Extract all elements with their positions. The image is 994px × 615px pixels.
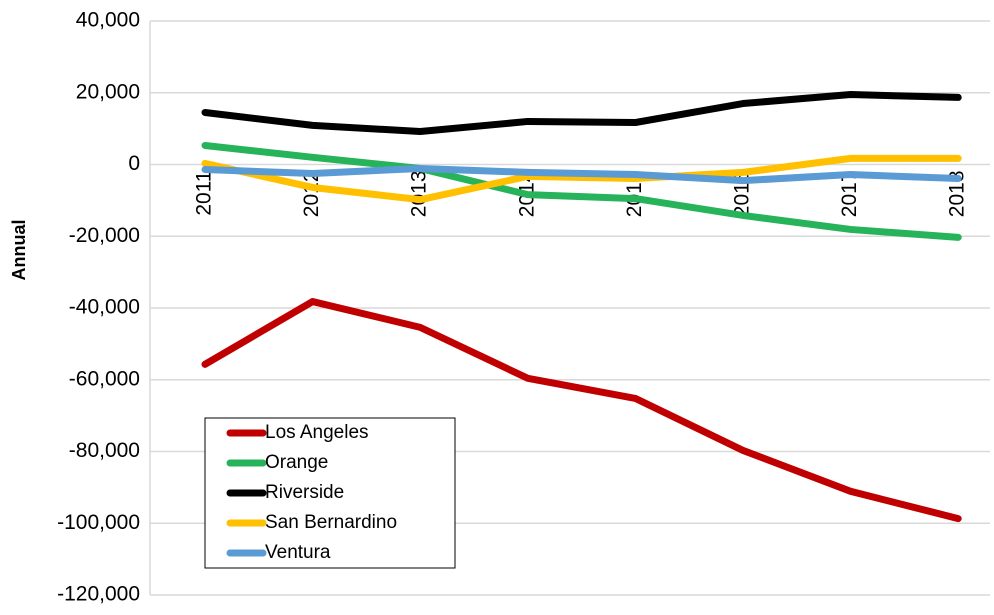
- series-line: [201, 164, 962, 185]
- y-tick-label: -100,000: [57, 511, 140, 534]
- legend-label: San Bernardino: [265, 512, 397, 533]
- y-tick-label: -60,000: [69, 367, 140, 390]
- series-line: [201, 298, 962, 523]
- x-tick-label: 2017: [838, 171, 861, 218]
- x-tick-label: 2011: [193, 171, 216, 216]
- y-tick-label: -40,000: [69, 296, 140, 319]
- y-tick-label: -120,000: [57, 583, 140, 606]
- series-line: [201, 91, 962, 135]
- y-tick-label: -20,000: [69, 224, 140, 247]
- legend-label: Riverside: [265, 482, 344, 503]
- x-tick-label: 2015: [623, 171, 646, 218]
- series-line: [201, 141, 962, 241]
- legend-label: Ventura: [265, 542, 331, 563]
- legend-label: Orange: [265, 452, 328, 473]
- series-line: [201, 154, 962, 204]
- y-tick-label: 20,000: [76, 80, 140, 103]
- y-tick-label: -80,000: [69, 439, 140, 462]
- x-tick-label: 2018: [946, 171, 969, 218]
- y-tick-label: 0: [128, 152, 140, 175]
- x-tick-label: 2013: [408, 171, 431, 218]
- legend-label: Los Angeles: [265, 422, 369, 443]
- y-axis-label: Annual: [9, 220, 29, 281]
- y-tick-label: 40,000: [76, 9, 140, 32]
- x-tick-label: 2012: [300, 171, 323, 218]
